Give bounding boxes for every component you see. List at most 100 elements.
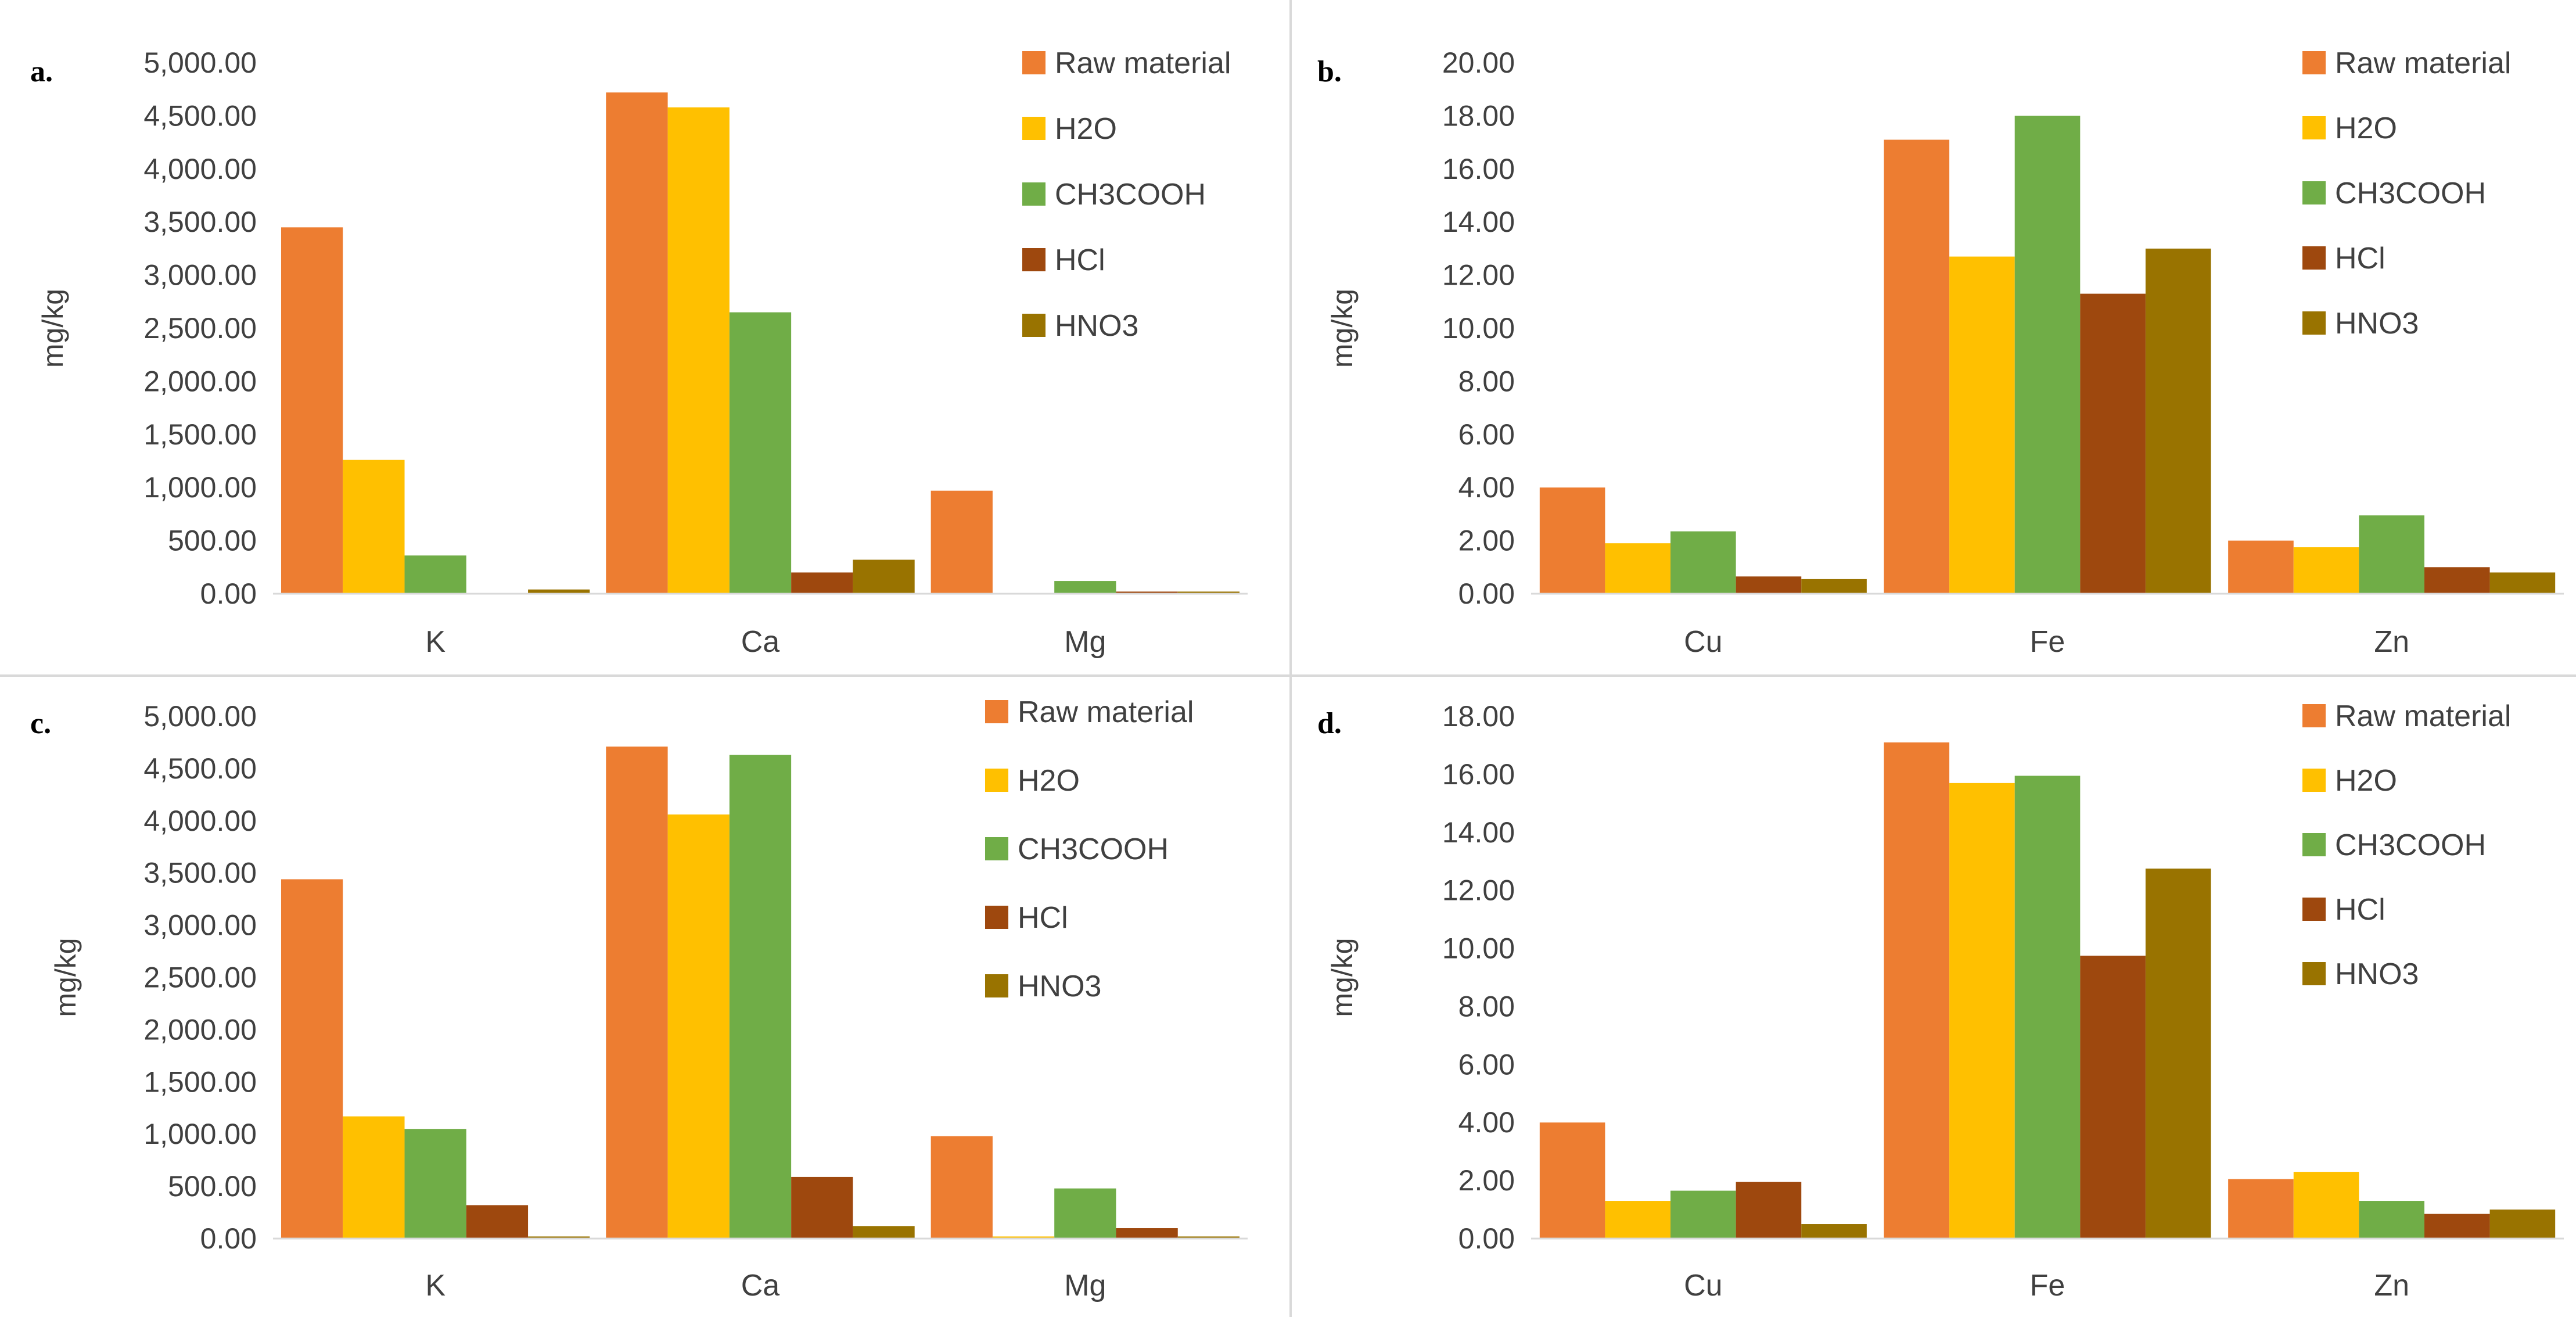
bar-ch3cooh-fe xyxy=(2014,776,2081,1239)
y-tick-label: 8.00 xyxy=(1458,990,1515,1022)
bar-hcl-k xyxy=(466,1205,529,1239)
panels: a. 0.00 500.00 1,000.00 1,500.00 2,000.00 2,50… xyxy=(30,46,2564,1302)
bar-h2o-fe xyxy=(1949,783,2015,1239)
bar-raw-material-zn xyxy=(2228,1179,2294,1239)
y-tick-label: 16.00 xyxy=(1442,153,1515,185)
legend: Raw material H2O CH3COOH HCl HNO3 xyxy=(2302,699,2511,991)
y-tick-label: 500.00 xyxy=(168,525,257,557)
bar-ch3cooh-cu xyxy=(1670,1190,1736,1239)
bar-h2o-fe xyxy=(1949,256,2015,594)
bar-raw-material-k xyxy=(281,879,343,1239)
y-tick-label: 1,000.00 xyxy=(143,471,257,504)
bar-ch3cooh-zn xyxy=(2359,1201,2424,1239)
y-tick-label: 0.00 xyxy=(1458,577,1515,610)
legend-label: CH3COOH xyxy=(2335,828,2486,862)
bar-hno3-cu xyxy=(1801,1224,1867,1239)
x-category-label: K xyxy=(425,625,445,659)
bar-h2o-mg xyxy=(992,1236,1055,1239)
bar-hcl-ca xyxy=(791,1176,853,1239)
bar-hno3-mg xyxy=(1177,1236,1240,1239)
x-category-label: K xyxy=(425,1269,445,1302)
x-category-label: Fe xyxy=(2030,1269,2065,1302)
y-tick-label: 8.00 xyxy=(1458,365,1515,397)
chart-panel-3: c. 0.00 500.00 1,000.00 1,500.00 2,000.00 2,50… xyxy=(30,695,1248,1302)
bar-hcl-fe xyxy=(2080,956,2146,1239)
x-category-label: Cu xyxy=(1684,625,1722,659)
bar-ch3cooh-fe xyxy=(2014,116,2081,594)
panel-label: c. xyxy=(30,707,51,740)
legend-label: H2O xyxy=(2335,112,2397,145)
bar-raw-material-k xyxy=(281,227,343,594)
bar-ch3cooh-k xyxy=(404,555,466,594)
legend-label: HNO3 xyxy=(2335,957,2419,991)
legend: Raw material H2O CH3COOH HCl HNO3 xyxy=(985,695,1194,1003)
legend-label: HNO3 xyxy=(1018,970,1101,1003)
bar-hcl-fe xyxy=(2080,293,2146,594)
y-tick-label: 20.00 xyxy=(1442,46,1515,79)
legend-swatch xyxy=(2302,51,2326,74)
bar-hno3-zn xyxy=(2489,1210,2556,1239)
bar-hcl-cu xyxy=(1736,576,1802,594)
bar-hno3-fe xyxy=(2145,248,2211,594)
y-tick-label: 4,500.00 xyxy=(143,99,257,132)
legend-label: HCl xyxy=(1055,243,1105,277)
bar-raw-material-mg xyxy=(930,490,993,594)
bar-raw-material-cu xyxy=(1539,1122,1605,1239)
bar-hno3-zn xyxy=(2489,572,2556,594)
bar-hno3-k xyxy=(528,1236,590,1239)
y-tick-label: 16.00 xyxy=(1442,758,1515,791)
legend-label: HNO3 xyxy=(2335,307,2419,340)
x-category-label: Fe xyxy=(2030,625,2065,659)
bar-h2o-ca xyxy=(667,107,730,594)
legend-label: CH3COOH xyxy=(1018,832,1169,866)
y-tick-label: 2.00 xyxy=(1458,525,1515,557)
chart-panel-1: a. 0.00 500.00 1,000.00 1,500.00 2,000.00 2,50… xyxy=(30,46,1248,659)
bar-h2o-cu xyxy=(1605,543,1671,594)
legend-swatch xyxy=(2302,769,2326,792)
legend-swatch xyxy=(2302,311,2326,335)
y-tick-label: 4.00 xyxy=(1458,471,1515,504)
bar-ch3cooh-mg xyxy=(1054,581,1116,594)
bar-hno3-fe xyxy=(2145,869,2211,1239)
y-tick-label: 12.00 xyxy=(1442,259,1515,292)
y-tick-label: 2,500.00 xyxy=(143,312,257,344)
y-axis-label: mg/kg xyxy=(37,289,69,368)
legend-swatch xyxy=(985,700,1008,723)
y-tick-label: 1,000.00 xyxy=(143,1118,257,1150)
legend-label: HCl xyxy=(1018,901,1068,935)
bar-ch3cooh-zn xyxy=(2359,515,2424,594)
y-axis-label: mg/kg xyxy=(1326,938,1359,1017)
bar-raw-material-cu xyxy=(1539,487,1605,594)
x-category-label: Mg xyxy=(1064,1269,1106,1302)
bar-ch3cooh-ca xyxy=(729,755,792,1239)
bar-h2o-zn xyxy=(2293,547,2359,594)
legend-label: HNO3 xyxy=(1055,309,1138,343)
legend-swatch xyxy=(1022,248,1046,271)
panel-label: d. xyxy=(1317,707,1342,740)
bar-hcl-zn xyxy=(2424,1214,2490,1239)
y-tick-label: 5,000.00 xyxy=(143,46,257,79)
y-tick-label: 3,500.00 xyxy=(143,206,257,238)
legend-swatch xyxy=(1022,314,1046,337)
y-tick-label: 10.00 xyxy=(1442,932,1515,965)
y-tick-label: 1,500.00 xyxy=(143,418,257,451)
y-tick-label: 10.00 xyxy=(1442,312,1515,344)
legend-label: H2O xyxy=(1055,112,1117,146)
y-tick-label: 2,500.00 xyxy=(143,961,257,994)
legend-swatch xyxy=(2302,116,2326,139)
y-axis-label: mg/kg xyxy=(49,938,82,1017)
y-tick-label: 18.00 xyxy=(1442,99,1515,132)
legend-swatch xyxy=(2302,833,2326,856)
legend-swatch xyxy=(985,837,1008,860)
bar-h2o-ca xyxy=(667,814,730,1239)
legend-swatch xyxy=(985,974,1008,997)
legend-swatch xyxy=(2302,704,2326,727)
bar-ch3cooh-ca xyxy=(729,312,792,594)
legend-label: HCl xyxy=(2335,893,2385,927)
bar-hcl-cu xyxy=(1736,1182,1802,1239)
y-tick-label: 0.00 xyxy=(200,1222,257,1255)
bar-hno3-mg xyxy=(1177,591,1240,594)
panel-label: a. xyxy=(30,55,53,88)
legend-label: CH3COOH xyxy=(1055,178,1206,211)
y-axis-label: mg/kg xyxy=(1326,289,1359,368)
